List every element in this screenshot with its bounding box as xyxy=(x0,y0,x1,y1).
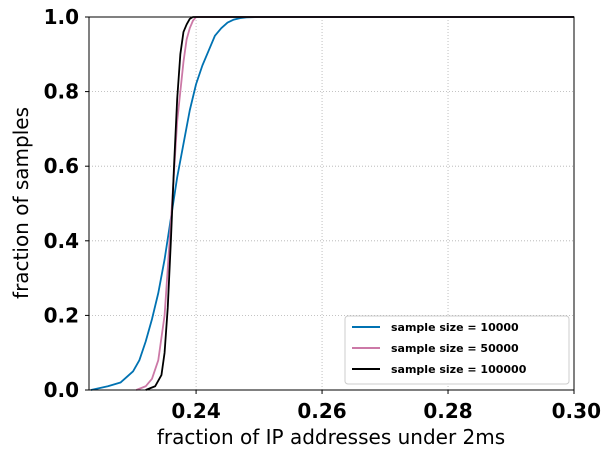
series-layer xyxy=(90,16,574,391)
x-tick-label: 0.28 xyxy=(423,399,472,423)
tick-layer: 0.24 0.26 0.28 0.30 0.0 0.2 0.4 0.6 0.8 1.0 xyxy=(44,5,601,423)
x-tick-label: 0.26 xyxy=(297,399,346,423)
x-axis-label: fraction of IP addresses under 2ms xyxy=(157,425,505,449)
legend: sample size = 10000 sample size = 50000 sa… xyxy=(344,315,570,385)
y-tick-label: 0.8 xyxy=(44,80,79,104)
legend-box xyxy=(344,315,570,385)
legend-label-3: sample size = 100000 xyxy=(391,363,527,376)
y-tick-label: 0.4 xyxy=(44,229,79,253)
series-line-3 xyxy=(145,16,574,391)
y-axis-label: fraction of samples xyxy=(9,107,33,299)
y-tick-label: 0.6 xyxy=(44,154,79,178)
y-tick-label: 0.2 xyxy=(44,303,79,327)
plot-frame xyxy=(88,16,575,391)
x-tick-label: 0.24 xyxy=(171,399,220,423)
y-tick-label: 0.0 xyxy=(44,378,79,402)
series-line-1 xyxy=(90,16,574,391)
legend-label-1: sample size = 10000 xyxy=(391,321,519,334)
x-tick-label: 0.30 xyxy=(552,399,601,423)
legend-label-2: sample size = 50000 xyxy=(391,342,519,355)
y-tick-label: 1.0 xyxy=(44,5,79,29)
